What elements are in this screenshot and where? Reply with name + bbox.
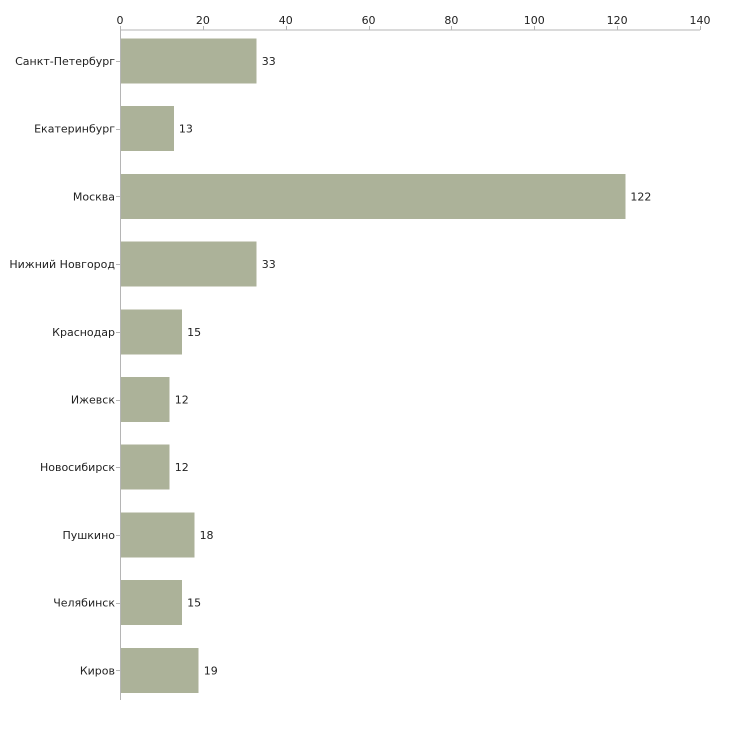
bar [121,173,626,219]
bar [121,580,183,626]
category-label: Нижний Новгород [9,258,115,271]
bar [121,309,183,355]
bars-group [121,38,626,693]
data-label: 12 [175,461,189,474]
x-tick-label: 80 [444,14,458,27]
value-labels-group: 33 13 122 33 15 12 12 18 15 19 [175,55,652,677]
bar [121,512,195,558]
x-tick-label: 0 [117,14,124,27]
bar [121,38,257,84]
bar [121,377,170,422]
x-tick-label: 100 [524,14,545,27]
category-label: Челябинск [53,597,115,610]
data-label: 18 [200,529,214,542]
category-label: Ижевск [71,394,115,407]
x-tick-label: 60 [362,14,376,27]
data-label: 33 [262,55,276,68]
data-label: 15 [187,326,201,339]
category-label: Новосибирск [40,461,115,474]
x-axis: 0 20 40 60 80 100 120 140 [117,14,711,31]
data-label: 15 [187,597,201,610]
bar [121,106,174,152]
data-label: 12 [175,394,189,407]
category-label: Киров [80,664,115,677]
data-label: 33 [262,258,276,271]
data-label: 122 [630,190,651,203]
bar [121,241,257,287]
bar [121,647,199,693]
category-label: Краснодар [52,326,115,339]
x-tick-label: 140 [690,14,711,27]
data-label: 19 [204,664,218,677]
category-label: Екатеринбург [34,123,115,136]
category-label: Пушкино [62,529,115,542]
category-label: Москва [73,190,115,203]
x-tick-label: 40 [279,14,293,27]
category-label: Санкт-Петербург [15,55,115,68]
x-tick-label: 120 [607,14,628,27]
data-label: 13 [179,123,193,136]
x-tick-label: 20 [196,14,210,27]
y-axis: Санкт-Петербург Екатеринбург Москва Нижний … [9,30,121,700]
bar [121,444,170,490]
